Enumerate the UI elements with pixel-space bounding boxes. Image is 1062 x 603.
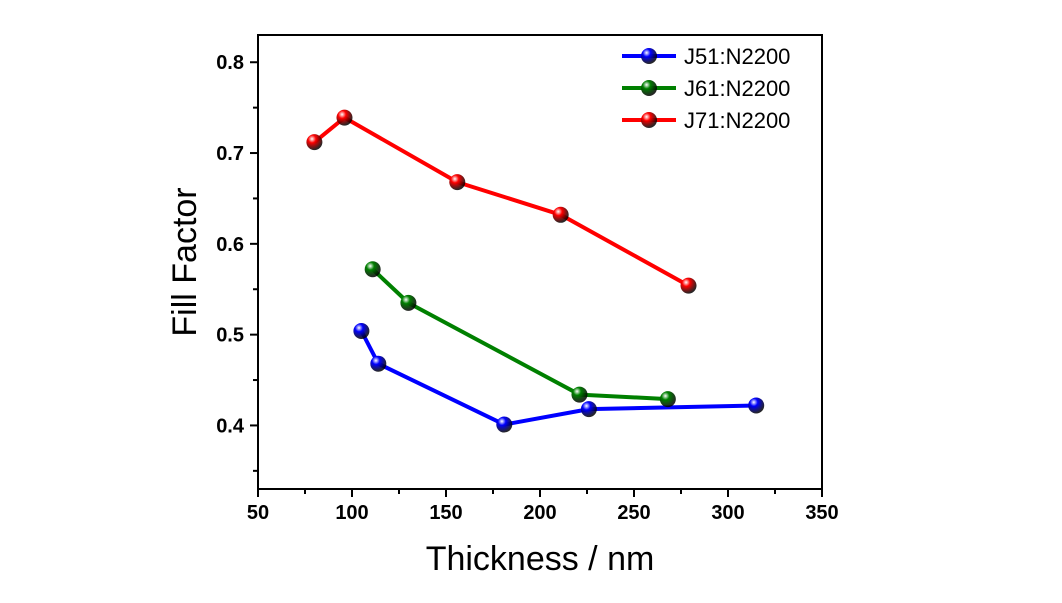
x-tick-label: 250 — [617, 502, 650, 524]
data-point — [364, 261, 381, 278]
plot-frame — [257, 34, 823, 490]
data-point — [552, 206, 569, 223]
legend-marker — [641, 112, 657, 128]
data-point — [306, 134, 323, 151]
legend: J51:N2200 J61:N2200 J71:N2200 — [622, 44, 790, 133]
x-tick-label: 350 — [805, 502, 838, 524]
x-axis-title: Thickness / nm — [426, 540, 655, 578]
x-tick-label: 100 — [335, 502, 368, 524]
y-tick-label: 0.8 — [216, 52, 244, 74]
series-line-j71-n2200 — [313, 115, 690, 288]
legend-label: J51:N2200 — [684, 44, 790, 69]
x-tick-label: 200 — [523, 502, 556, 524]
series-line-j51-n2200 — [359, 330, 757, 427]
legend-label: J71:N2200 — [684, 108, 790, 133]
x-tick-label: 50 — [247, 502, 269, 524]
ticks-layer: 50 100 150 200 250 300 350 0.4 0.5 0.6 0.7 0.8 — [216, 52, 839, 524]
y-axis-title: Fill Factor — [166, 187, 204, 336]
legend-marker — [641, 48, 657, 64]
data-point — [370, 355, 387, 372]
y-tick-label: 0.5 — [216, 325, 244, 347]
data-point — [496, 416, 513, 433]
data-point — [400, 294, 417, 311]
y-tick-label: 0.6 — [216, 234, 244, 256]
data-point — [748, 397, 765, 414]
y-tick-label: 0.7 — [216, 143, 244, 165]
data-point — [571, 386, 588, 403]
series-line-j61-n2200 — [371, 267, 668, 402]
data-point — [449, 174, 466, 191]
legend-marker — [641, 80, 657, 96]
data-point — [353, 323, 370, 340]
series-layer — [306, 109, 765, 433]
x-tick-label: 300 — [711, 502, 744, 524]
x-tick-label: 150 — [429, 502, 462, 524]
data-point — [336, 109, 353, 126]
legend-label: J61:N2200 — [684, 76, 790, 101]
y-tick-label: 0.4 — [216, 415, 245, 437]
data-point — [580, 401, 597, 418]
data-point — [680, 277, 697, 294]
data-point — [659, 391, 676, 408]
